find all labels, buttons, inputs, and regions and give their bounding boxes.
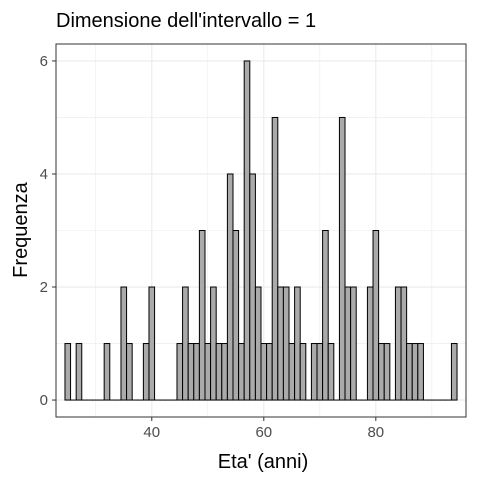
y-tick-label: 6 xyxy=(40,53,48,70)
histogram-bar xyxy=(400,286,408,401)
histogram-bar xyxy=(271,116,279,401)
histogram-bar xyxy=(277,286,284,401)
histogram-bar xyxy=(417,343,424,401)
histogram-bar xyxy=(316,343,324,401)
histogram-bar xyxy=(282,286,290,401)
histogram-bar xyxy=(243,60,251,401)
histogram-bar xyxy=(187,343,195,401)
x-axis-ticks: 40 60 80 xyxy=(143,417,384,441)
histogram-bar xyxy=(310,343,318,401)
histogram-bar xyxy=(288,343,296,401)
histogram-bar xyxy=(366,286,374,401)
histogram-bar xyxy=(350,286,357,401)
histogram-bar xyxy=(254,286,262,401)
bars xyxy=(64,60,458,401)
histogram-bar xyxy=(198,230,206,401)
x-axis-title: Eta' (anni) xyxy=(218,451,309,473)
histogram-bar xyxy=(193,343,200,401)
chart-title: Dimensione dell'intervallo = 1 xyxy=(56,10,316,32)
histogram-bar xyxy=(299,343,307,401)
y-axis-ticks: 0 2 4 6 xyxy=(40,53,56,409)
histogram-bar xyxy=(450,343,458,401)
histogram-bar xyxy=(338,116,346,401)
histogram-bar xyxy=(182,286,189,401)
histogram-bar xyxy=(215,343,223,401)
histogram-bar xyxy=(210,286,217,401)
y-axis-title: Frequenza xyxy=(10,181,32,277)
histogram-bar xyxy=(226,173,234,401)
histogram-bar xyxy=(294,286,301,401)
histogram-bar xyxy=(383,343,391,401)
histogram-bar xyxy=(394,286,402,401)
x-tick-label: 80 xyxy=(367,424,384,441)
x-tick-label: 40 xyxy=(143,424,160,441)
histogram-bar xyxy=(238,343,245,401)
y-tick-label: 4 xyxy=(40,166,48,183)
histogram-bar xyxy=(176,343,184,401)
histogram-bar xyxy=(260,343,268,401)
histogram-bar xyxy=(372,230,380,401)
histogram-bar xyxy=(344,286,352,401)
histogram-bar xyxy=(148,286,156,401)
histogram-bar xyxy=(142,343,150,401)
histogram-bar xyxy=(266,343,273,401)
y-tick-label: 2 xyxy=(40,279,48,296)
histogram-bar xyxy=(120,286,128,401)
histogram-bar xyxy=(322,230,329,401)
histogram-bar xyxy=(406,343,413,401)
y-tick-label: 0 xyxy=(40,392,48,409)
histogram-bar xyxy=(103,343,111,401)
histogram-bar xyxy=(75,343,83,401)
panel-border xyxy=(55,43,467,418)
histogram-bar xyxy=(221,343,228,401)
histogram-bar xyxy=(204,343,212,401)
histogram-bar xyxy=(411,343,419,401)
histogram-bar xyxy=(327,343,335,401)
histogram-bar xyxy=(64,343,72,401)
histogram-bar xyxy=(232,230,240,401)
histogram-bar xyxy=(378,343,385,401)
histogram-bar xyxy=(249,173,256,401)
histogram-bar xyxy=(126,343,133,401)
x-tick-label: 60 xyxy=(255,424,272,441)
